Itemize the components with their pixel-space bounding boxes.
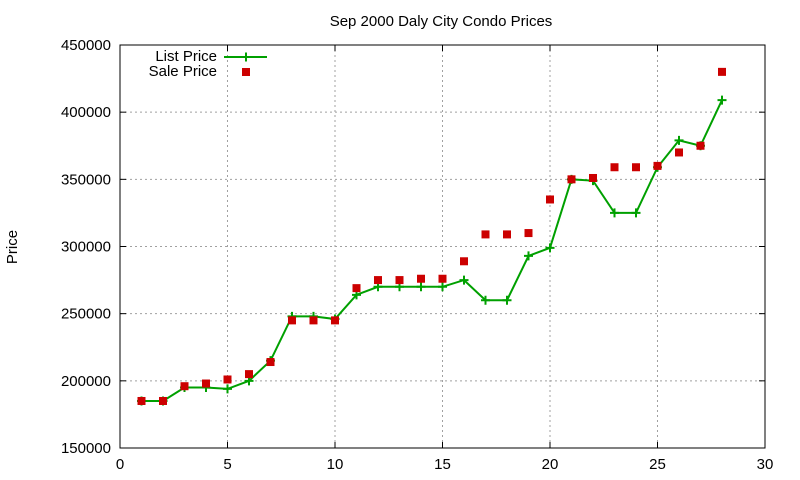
- series-line-list-price: [141, 99, 723, 402]
- point-sale-price: [309, 316, 318, 325]
- point-list-price: [524, 251, 533, 261]
- point-sale-price: [417, 274, 425, 283]
- y-tick-label: 250000: [61, 306, 111, 323]
- point-list-price: [459, 275, 469, 285]
- point-list-price: [223, 384, 232, 394]
- x-tick-label: 5: [223, 456, 231, 473]
- axis-ticks: 150000 200000 250000 300000 350000 400000 4500…: [61, 37, 773, 473]
- point-sale-price: [331, 316, 339, 325]
- x-tick-label: 0: [116, 456, 124, 473]
- point-sale-price: [266, 358, 275, 367]
- point-sale-price: [352, 284, 361, 293]
- point-sale-price: [696, 141, 705, 150]
- point-sale-price: [374, 276, 382, 285]
- x-tick-label: 25: [649, 456, 666, 473]
- point-sale-price: [546, 195, 554, 204]
- point-list-price: [481, 295, 490, 305]
- point-sale-price: [718, 67, 726, 76]
- legend: List Price Sale Price: [149, 48, 267, 80]
- point-list-price: [717, 95, 727, 105]
- legend-marker-sale-price: [242, 68, 250, 76]
- point-list-price: [502, 295, 512, 305]
- point-list-price: [631, 208, 641, 218]
- point-sale-price: [632, 163, 640, 172]
- point-sale-price: [180, 382, 189, 391]
- point-list-price: [416, 282, 426, 292]
- point-sale-price: [460, 257, 468, 266]
- point-sale-price: [675, 148, 683, 157]
- x-tick-label: 15: [434, 456, 451, 473]
- series-layer: [137, 67, 727, 406]
- point-list-price: [610, 208, 619, 218]
- point-sale-price: [159, 396, 167, 405]
- point-sale-price: [202, 379, 210, 388]
- legend-label-list-price: List Price: [155, 48, 217, 65]
- y-tick-label: 150000: [61, 440, 111, 457]
- point-list-price: [438, 282, 447, 292]
- point-sale-price: [524, 229, 533, 238]
- point-sale-price: [438, 274, 447, 283]
- point-sale-price: [503, 230, 511, 239]
- point-sale-price: [223, 375, 232, 384]
- y-axis-label: Price: [4, 230, 21, 264]
- point-sale-price: [137, 396, 146, 405]
- chart-title: Sep 2000 Daly City Condo Prices: [330, 13, 553, 30]
- y-tick-label: 450000: [61, 37, 111, 54]
- point-sale-price: [481, 230, 490, 239]
- y-tick-label: 350000: [61, 171, 111, 188]
- point-sale-price: [610, 163, 619, 172]
- y-tick-label: 300000: [61, 239, 111, 256]
- point-sale-price: [245, 370, 253, 379]
- plot-frame: [119, 44, 766, 449]
- legend-marker-list-price: [241, 52, 251, 62]
- x-tick-label: 10: [327, 456, 344, 473]
- x-tick-label: 20: [542, 456, 559, 473]
- point-sale-price: [567, 175, 576, 184]
- y-tick-label: 400000: [61, 104, 111, 121]
- point-sale-price: [589, 173, 597, 182]
- point-sale-price: [395, 276, 404, 285]
- legend-label-sale-price: Sale Price: [149, 63, 217, 80]
- y-tick-label: 200000: [61, 373, 111, 390]
- point-sale-price: [288, 316, 296, 325]
- x-tick-label: 30: [757, 456, 774, 473]
- point-sale-price: [653, 161, 662, 170]
- point-list-price: [674, 135, 684, 145]
- point-list-price: [545, 243, 555, 253]
